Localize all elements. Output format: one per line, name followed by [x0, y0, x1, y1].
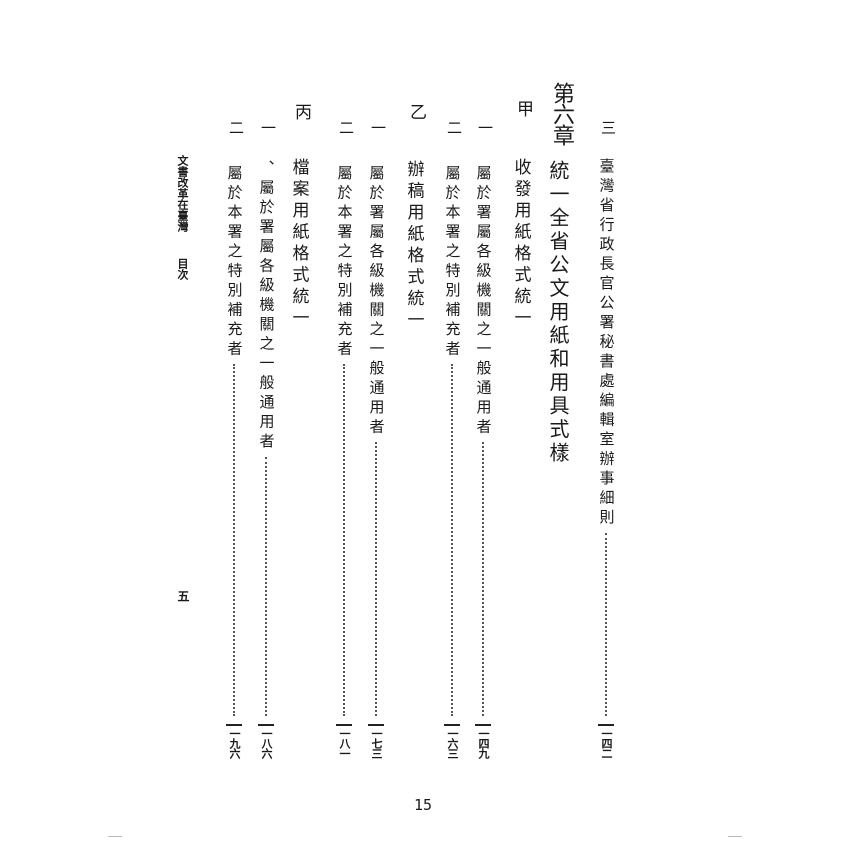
toc-entry: 屬於本署之特別補充者 一九六 — [224, 165, 244, 758]
entry-page: 一九六 — [226, 724, 242, 758]
crop-mark — [728, 836, 742, 837]
running-header-section: 目次 — [176, 258, 189, 280]
toc-entry: 臺灣省行政長官公署秘書處編輯室辦事細則 一四二 — [596, 158, 616, 758]
section-marker: 乙 — [406, 103, 426, 120]
entry-title: 屬於署屬各級機關之一般通用者 — [474, 165, 493, 438]
entry-title: 屬於本署之特別補充者 — [443, 165, 462, 360]
toc-entry: 屬於本署之特別補充者 一六三 — [442, 165, 462, 758]
dot-leader — [233, 364, 235, 716]
entry-marker: 一 — [259, 120, 277, 135]
section-title: 收發用紙格式統一 — [510, 158, 531, 330]
entry-page: 一四九 — [475, 724, 491, 758]
page-number: 15 — [414, 796, 433, 814]
entry-title: 屬於署屬各級機關之一般通用者 — [367, 165, 386, 438]
toc-entry: 屬於本署之特別補充者 一八一 — [334, 165, 354, 758]
entry-title: 屬於本署之特別補充者 — [335, 165, 354, 360]
running-header-folio: 五 — [176, 590, 190, 607]
section-heading: 檔案用紙格式統一 — [287, 158, 309, 330]
entry-page: 一六三 — [444, 724, 460, 758]
dot-leader — [265, 456, 267, 716]
entry-marker: 三 — [599, 120, 617, 135]
chapter-title: 統一全省公文用紙和用具式樣 — [546, 160, 570, 466]
dot-leader — [482, 442, 484, 716]
entry-title: 臺灣省行政長官公署秘書處編輯室辦事細則 — [597, 158, 616, 529]
chapter-marker: 第六章 — [549, 82, 574, 145]
entry-marker: 二 — [227, 120, 245, 135]
entry-title: 、屬於署屬各級機關之一般通用者 — [257, 160, 276, 453]
dot-leader — [375, 442, 377, 716]
entry-page: 一八六 — [258, 724, 274, 758]
dot-leader — [605, 532, 607, 716]
section-heading: 辦稿用紙格式統一 — [402, 160, 424, 332]
toc-entry: 、屬於署屬各級機關之一般通用者 一八六 — [256, 160, 276, 758]
toc-entry: 屬於署屬各級機關之一般通用者 一四九 — [473, 165, 493, 758]
section-marker: 丙 — [291, 103, 311, 120]
section-title: 檔案用紙格式統一 — [288, 158, 309, 330]
dot-leader — [343, 364, 345, 716]
entry-page: 一四二 — [598, 724, 614, 758]
dot-leader — [451, 364, 453, 716]
toc-entry: 屬於署屬各級機關之一般通用者 一七三 — [366, 165, 386, 758]
entry-marker: 二 — [337, 120, 355, 135]
entry-marker: 二 — [445, 120, 463, 135]
chapter-heading: 統一全省公文用紙和用具式樣 — [546, 160, 570, 466]
entry-marker: 一 — [476, 120, 494, 135]
entry-page: 一八一 — [336, 724, 352, 758]
entry-marker: 一 — [369, 120, 387, 135]
entry-title: 屬於本署之特別補充者 — [225, 165, 244, 360]
section-marker: 甲 — [513, 100, 533, 117]
crop-mark — [108, 836, 122, 837]
section-heading: 收發用紙格式統一 — [509, 158, 531, 330]
running-header-title: 文書改革在臺灣 — [176, 155, 189, 232]
section-title: 辦稿用紙格式統一 — [403, 160, 424, 332]
entry-page: 一七三 — [368, 724, 384, 758]
